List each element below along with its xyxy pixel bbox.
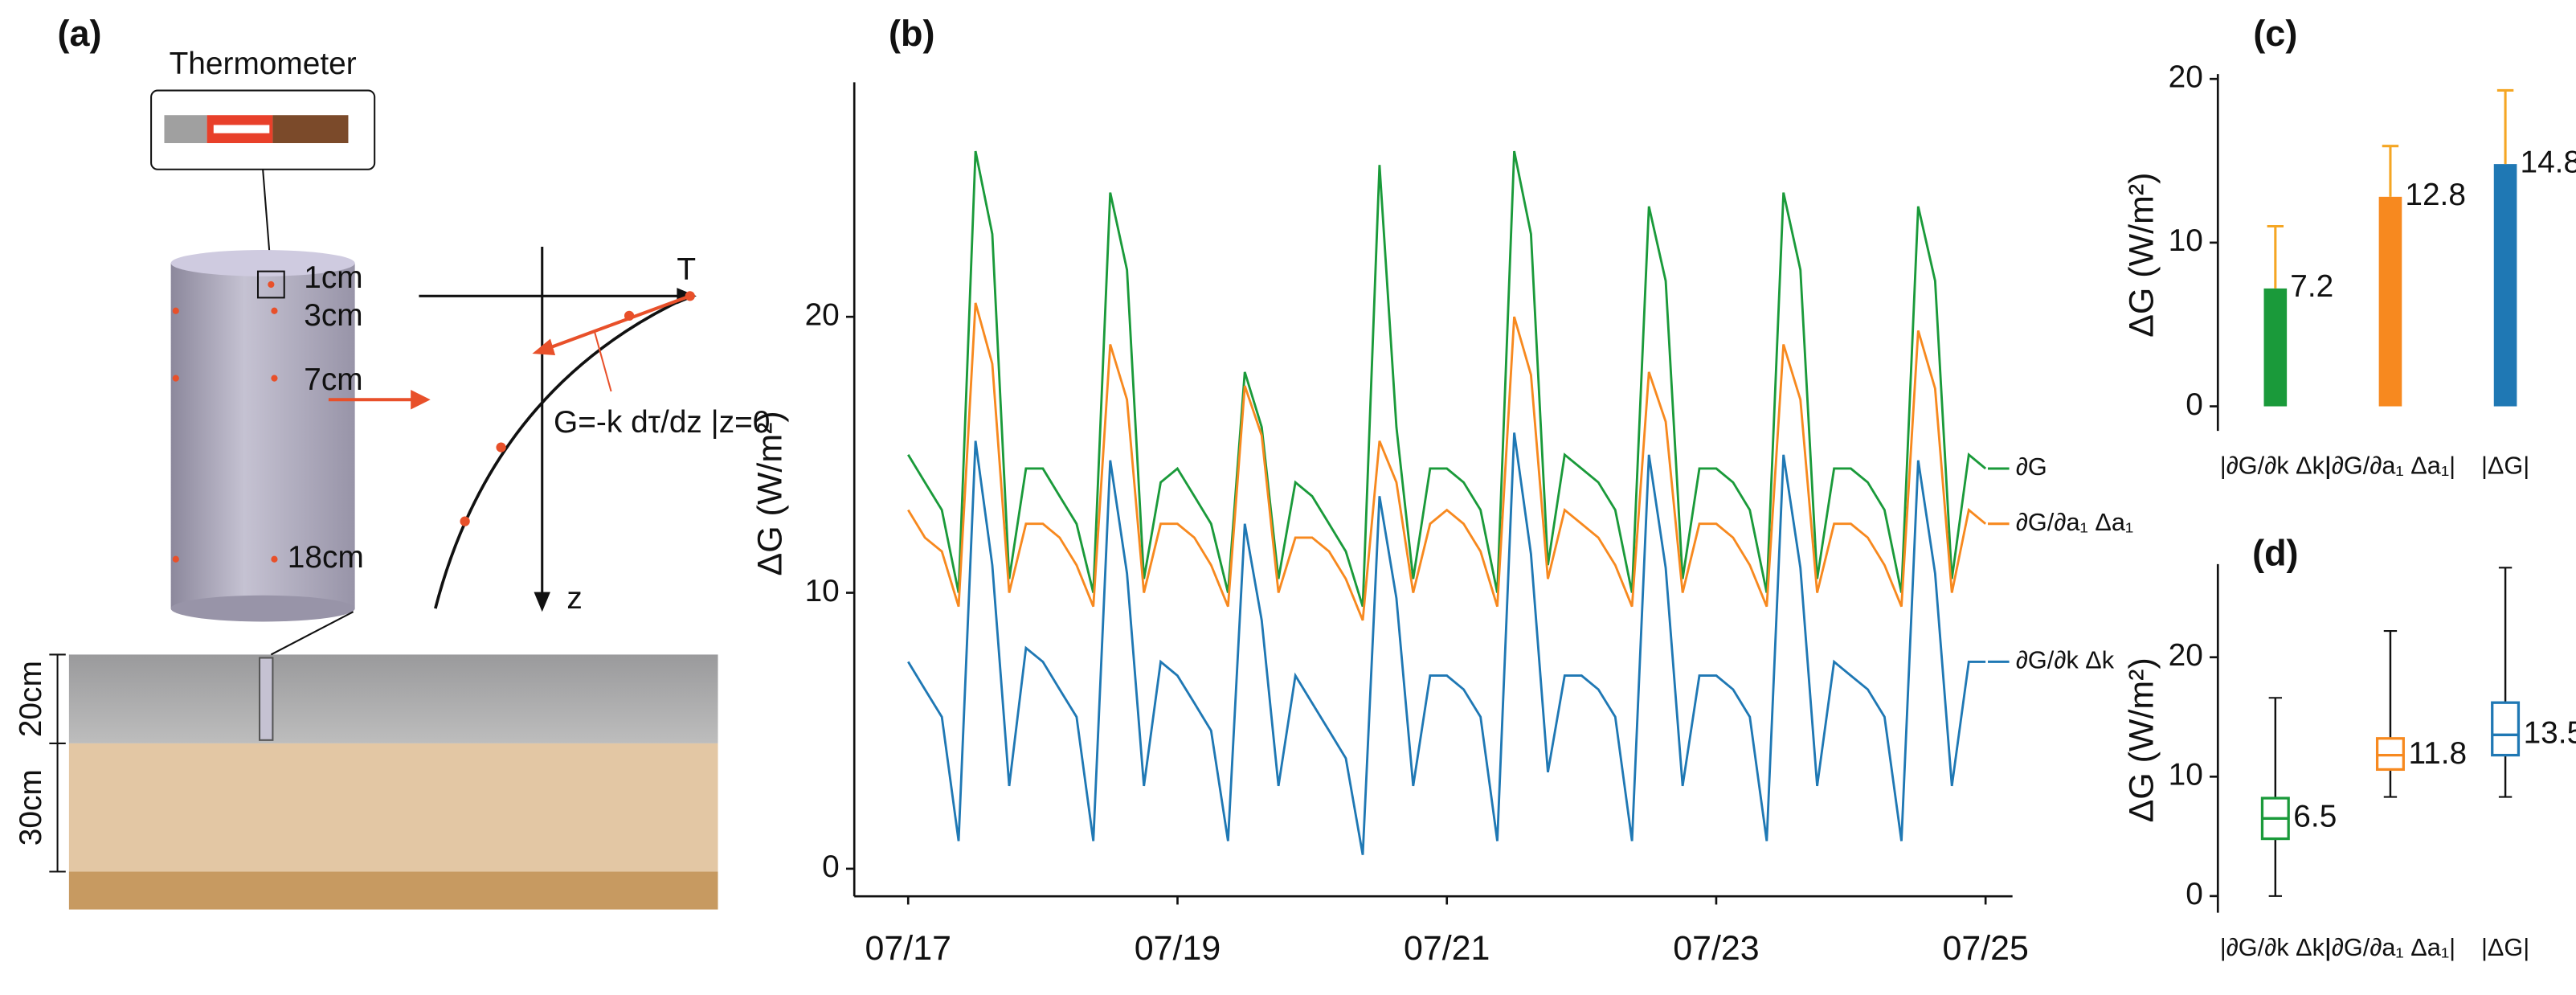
base-layer <box>68 871 718 910</box>
layer-label: 20cm <box>14 661 48 737</box>
x-tick-label: 07/23 <box>1673 929 1759 968</box>
y-tick-label: 10 <box>805 574 840 608</box>
panel-label: (a) <box>58 13 102 54</box>
bar <box>2263 288 2288 407</box>
depth-label: 18cm <box>288 540 364 575</box>
equation: G=-k dτ/dz |z=0 <box>554 405 770 440</box>
y-axis-label: ΔG (W/m²) <box>2123 173 2161 338</box>
y-tick-label: 20 <box>805 297 840 332</box>
arrow-head <box>534 592 550 612</box>
column-bottom <box>170 595 355 622</box>
diagram: (a) Thermometer 1cm 3cm 7cm 18cm T z G=-… <box>14 13 770 910</box>
x-tick-label: |ΔG| <box>2481 451 2529 479</box>
bar <box>2378 196 2402 407</box>
y-tick-label: 0 <box>2186 387 2203 422</box>
legend-label: ∂G/∂a₁ Δa₁ <box>2016 508 2133 536</box>
thermometer-tip <box>164 115 207 144</box>
y-tick-label: 10 <box>2169 758 2203 792</box>
line-series <box>907 302 1987 621</box>
soil-column <box>170 263 355 609</box>
depth-label: 7cm <box>304 362 362 397</box>
box <box>2491 701 2521 757</box>
top-layer <box>68 654 718 743</box>
data-label: 12.8 <box>2405 178 2466 212</box>
x-tick-label: 07/19 <box>1135 929 1221 968</box>
depth-label: 3cm <box>304 298 362 333</box>
x-tick-label: 07/21 <box>1404 929 1490 968</box>
data-label: 7.2 <box>2290 269 2333 304</box>
y-tick-label: 20 <box>2169 59 2203 94</box>
pointer <box>594 332 612 392</box>
temperature-profile <box>434 294 691 609</box>
y-tick-label: 20 <box>2169 638 2203 673</box>
x-tick-label: |∂G/∂k Δk| <box>2220 933 2331 961</box>
panel-label: (b) <box>889 13 934 54</box>
column-top <box>170 250 355 276</box>
data-label: 6.5 <box>2293 800 2337 834</box>
connector <box>270 611 354 656</box>
legend-label: ∂G <box>2016 452 2047 481</box>
thermometer-label: Thermometer <box>170 47 357 81</box>
panel-label: (c) <box>2253 13 2297 54</box>
data-label: 14.8 <box>2520 145 2576 179</box>
line-series <box>907 150 1987 608</box>
x-tick-label: |∂G/∂a₁ Δa₁| <box>2325 451 2455 479</box>
x-tick-label: |ΔG| <box>2481 933 2529 961</box>
thermometer-wire <box>213 125 270 133</box>
data-label: 13.5 <box>2524 716 2576 751</box>
arrow-head <box>411 389 431 410</box>
depth-bracket <box>49 653 66 873</box>
data-label: 11.8 <box>2408 736 2467 771</box>
sensor-box <box>256 270 285 299</box>
layer-label: 30cm <box>14 769 48 846</box>
line-series <box>907 432 1986 855</box>
arrow-head <box>532 338 556 355</box>
depth-label: 1cm <box>304 260 362 295</box>
y-tick-label: 0 <box>2186 877 2203 911</box>
sensors <box>172 280 278 563</box>
y-tick-label: 10 <box>2169 223 2203 258</box>
y-tick-label: 0 <box>822 850 840 884</box>
y-axis-label: ΔG (W/m²) <box>750 411 789 575</box>
x-tick-label: |∂G/∂k Δk| <box>2220 451 2331 479</box>
bar <box>2493 164 2517 407</box>
axis-label: T <box>677 252 696 287</box>
probe <box>259 657 274 741</box>
axis-label: z <box>566 581 582 616</box>
panel-label: (d) <box>2252 533 2298 574</box>
thermometer-cable <box>272 115 349 144</box>
x-tick-label: 07/17 <box>865 929 951 968</box>
y-axis-label: ΔG (W/m²) <box>2123 657 2161 822</box>
x-tick-label: |∂G/∂a₁ Δa₁| <box>2325 933 2455 961</box>
legend-label: ∂G/∂k Δk <box>2016 645 2115 674</box>
x-tick-label: 07/25 <box>1942 929 2028 968</box>
tangent <box>546 294 691 350</box>
sand-layer <box>68 743 718 872</box>
